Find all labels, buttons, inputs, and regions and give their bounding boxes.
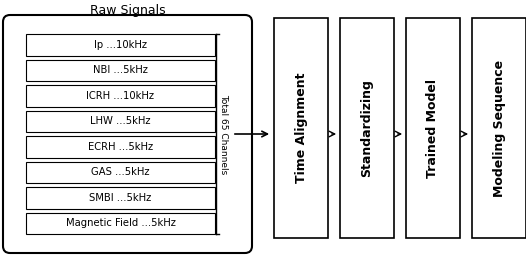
Text: Raw Signals: Raw Signals [90, 4, 165, 17]
Text: Total 65 Channels: Total 65 Channels [219, 94, 228, 174]
Bar [26, 136, 215, 157]
Bar [26, 162, 215, 183]
Text: Time Alignment: Time Alignment [295, 73, 308, 183]
Bar [274, 18, 328, 238]
Text: NBI ...5kHz: NBI ...5kHz [93, 65, 148, 75]
Text: Ip ...10kHz: Ip ...10kHz [94, 40, 147, 50]
Bar [472, 18, 526, 238]
Text: Modeling Sequence: Modeling Sequence [492, 59, 505, 197]
Bar [406, 18, 460, 238]
Text: GAS ...5kHz: GAS ...5kHz [91, 167, 150, 177]
Bar [26, 212, 215, 234]
Text: Standardizing: Standardizing [360, 79, 373, 177]
Text: LHW ...5kHz: LHW ...5kHz [90, 116, 151, 126]
FancyBboxPatch shape [3, 15, 252, 253]
Bar [26, 34, 215, 56]
Text: ECRH ...5kHz: ECRH ...5kHz [88, 142, 153, 152]
Bar [26, 111, 215, 132]
Bar [26, 59, 215, 81]
Text: SMBI ...5kHz: SMBI ...5kHz [89, 193, 151, 203]
Text: Trained Model: Trained Model [427, 79, 440, 177]
Bar [340, 18, 394, 238]
Bar [26, 85, 215, 106]
Text: ICRH ...10kHz: ICRH ...10kHz [86, 91, 155, 101]
Bar [26, 187, 215, 208]
Text: Magnetic Field ...5kHz: Magnetic Field ...5kHz [66, 218, 176, 228]
